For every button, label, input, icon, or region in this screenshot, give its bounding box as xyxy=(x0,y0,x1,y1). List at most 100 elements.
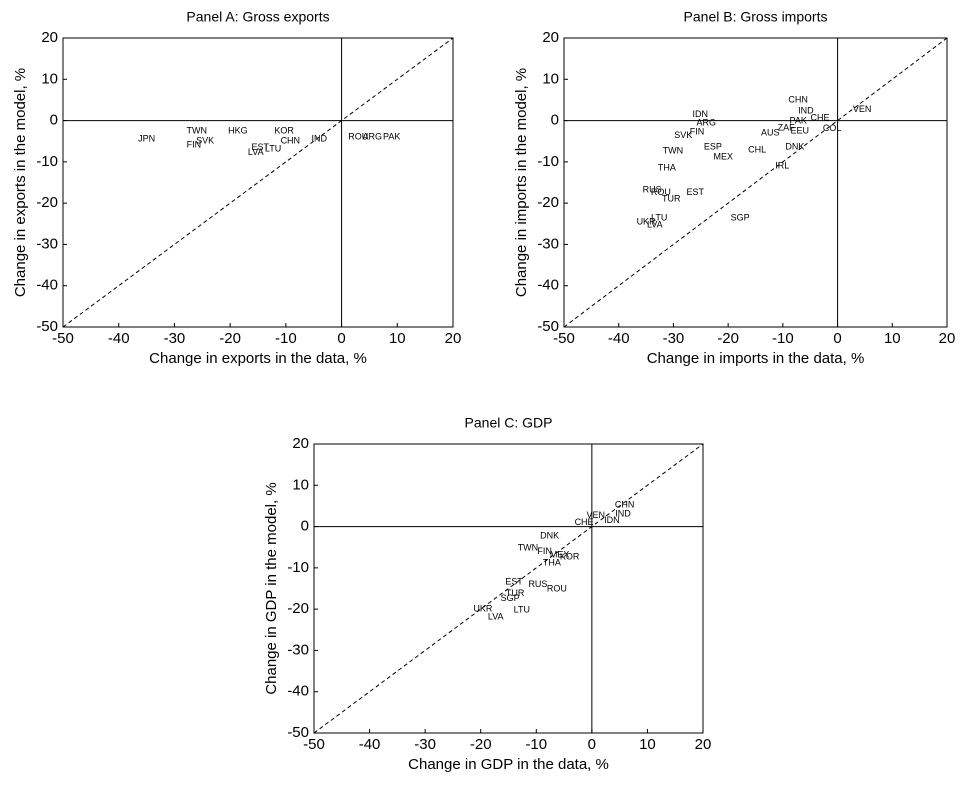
plot-area xyxy=(563,37,948,328)
y-tick-label: -40 xyxy=(537,277,559,294)
x-tick-label: 20 xyxy=(445,330,462,347)
y-tick-label: -30 xyxy=(537,235,559,252)
point-label: RUS xyxy=(643,184,662,194)
point-label: EEU xyxy=(791,125,810,135)
x-tick-label: -30 xyxy=(663,330,685,347)
y-axis-label: Change in imports in the model, % xyxy=(513,68,530,297)
y-tick-label: 0 xyxy=(551,112,559,129)
point-label: PAK xyxy=(790,115,807,125)
point-label: VEN xyxy=(853,104,872,114)
x-tick-label: 20 xyxy=(939,330,956,347)
x-tick-label: 10 xyxy=(639,736,656,753)
point-label: CHE xyxy=(575,517,594,527)
point-label: CHN xyxy=(615,499,635,509)
plot-area xyxy=(313,443,704,734)
point-label: MEX xyxy=(713,151,733,161)
y-axis-label: Change in exports in the model, % xyxy=(12,68,29,297)
point-label: CHN xyxy=(281,136,301,146)
point-label: ARG xyxy=(362,131,382,141)
point-label: ESP xyxy=(704,141,722,151)
point-label: FIN xyxy=(187,139,202,149)
point-label: ROU xyxy=(547,583,567,593)
x-tick-label: 10 xyxy=(389,330,406,347)
y-tick-label: 20 xyxy=(542,29,559,46)
x-tick-label: -50 xyxy=(52,330,74,347)
point-label: CHN xyxy=(788,94,808,104)
point-label: LVA xyxy=(488,611,504,621)
point-label: THA xyxy=(658,162,676,172)
point-label: EST xyxy=(505,576,523,586)
point-label: MEX xyxy=(550,549,570,559)
y-tick-label: -10 xyxy=(537,153,559,170)
y-tick-label: -20 xyxy=(287,600,309,617)
y-tick-label: -50 xyxy=(287,724,309,741)
point-label: TUR xyxy=(506,588,525,598)
point-label: TWN xyxy=(186,125,207,135)
point-label: EST xyxy=(687,187,705,197)
point-label: IND xyxy=(798,105,814,115)
point-label: IND xyxy=(312,134,328,144)
y-tick-label: -20 xyxy=(537,194,559,211)
x-tick-label: 0 xyxy=(833,330,841,347)
point-label: HKG xyxy=(228,125,248,135)
point-label: KOR xyxy=(274,125,294,135)
point-label: SVK xyxy=(196,136,214,146)
x-tick-label: -30 xyxy=(414,736,436,753)
y-tick-label: 0 xyxy=(50,112,58,129)
x-tick-label: 20 xyxy=(695,736,712,753)
point-label: TWN xyxy=(663,145,684,155)
x-tick-label: -10 xyxy=(772,330,794,347)
point-label: IDN xyxy=(604,515,620,525)
x-tick-label: -50 xyxy=(553,330,575,347)
y-axis-label: Change in GDP in the model, % xyxy=(263,482,280,694)
point-label: LTU xyxy=(265,143,281,153)
x-tick-label: -40 xyxy=(359,736,381,753)
y-tick-label: 10 xyxy=(41,70,58,87)
point-label: IDN xyxy=(692,109,708,119)
point-label: UKR xyxy=(637,217,657,227)
point-label: ARG xyxy=(696,117,716,127)
x-tick-label: -10 xyxy=(275,330,297,347)
point-label: CHL xyxy=(748,144,766,154)
point-label: CHE xyxy=(811,112,830,122)
y-tick-label: -50 xyxy=(36,318,58,335)
x-tick-label: -30 xyxy=(164,330,186,347)
x-tick-label: 0 xyxy=(588,736,596,753)
point-label: AUS xyxy=(761,127,780,137)
x-axis-label: Change in GDP in the data, % xyxy=(408,756,609,773)
x-tick-label: -20 xyxy=(717,330,739,347)
point-label: FIN xyxy=(690,127,705,137)
x-tick-label: -40 xyxy=(608,330,630,347)
point-label: COL xyxy=(823,123,842,133)
y-tick-label: 20 xyxy=(292,435,309,452)
y-tick-label: 0 xyxy=(301,518,309,535)
point-label: LVA xyxy=(248,147,264,157)
panel-title: Panel A: Gross exports xyxy=(186,9,329,25)
y-tick-label: 20 xyxy=(41,29,58,46)
diagonal xyxy=(313,443,704,734)
x-tick-label: -20 xyxy=(470,736,492,753)
panel-title: Panel B: Gross imports xyxy=(684,9,828,25)
point-label: IND xyxy=(615,509,631,519)
point-label: ROU xyxy=(348,131,368,141)
y-tick-label: -30 xyxy=(36,235,58,252)
point-label: SGP xyxy=(731,212,750,222)
point-label: LTU xyxy=(651,212,667,222)
x-tick-label: -50 xyxy=(303,736,325,753)
x-tick-label: 10 xyxy=(884,330,901,347)
panel-title: Panel C: GDP xyxy=(465,415,553,431)
point-label: TUR xyxy=(662,193,681,203)
point-label: THA xyxy=(543,557,561,567)
plot-area xyxy=(62,37,454,328)
point-label: SGP xyxy=(501,593,520,603)
y-tick-label: 10 xyxy=(292,476,309,493)
point-label: FIN xyxy=(537,546,552,556)
y-tick-label: -10 xyxy=(287,559,309,576)
y-tick-label: 10 xyxy=(542,70,559,87)
point-label: PAK xyxy=(383,131,400,141)
y-tick-label: -30 xyxy=(287,641,309,658)
point-label: ZAF xyxy=(778,122,796,132)
x-axis-label: Change in exports in the data, % xyxy=(149,350,367,367)
point-label: JPN xyxy=(138,134,155,144)
